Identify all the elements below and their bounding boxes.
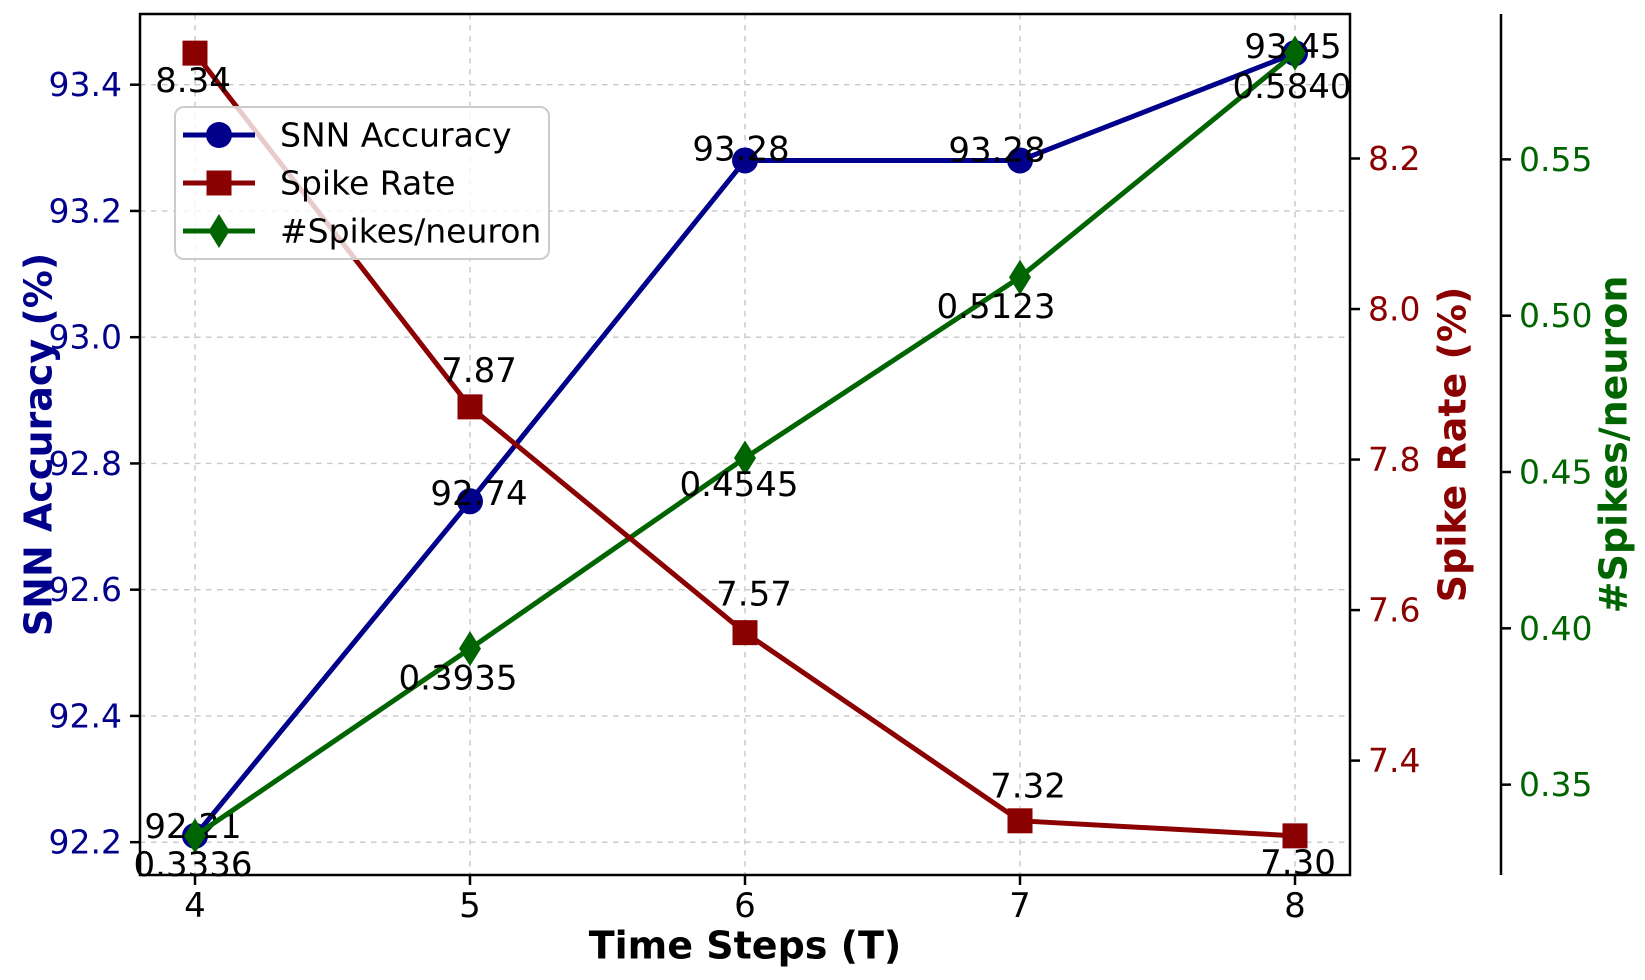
x-tick-label: 4 bbox=[184, 886, 206, 926]
x-axis-title: Time Steps (T) bbox=[589, 923, 902, 967]
point-label: 0.5840 bbox=[1233, 67, 1352, 107]
left-tick-label: 92.4 bbox=[49, 696, 122, 735]
data-point-marker-diamond bbox=[1009, 259, 1031, 295]
right1-tick-label: 8.0 bbox=[1368, 290, 1420, 329]
data-point-marker-circle bbox=[732, 147, 758, 174]
series--spikes-neuron: 0.3336 0.3935 0.4545 0.5123 0.5840 bbox=[134, 35, 1352, 885]
point-label: 8.34 bbox=[155, 61, 231, 101]
legend-item-label: #Spikes/neuron bbox=[280, 212, 541, 251]
legend-item-snn-accuracy: SNN Accuracy bbox=[183, 116, 511, 155]
legend-item-spike-rate: Spike Rate bbox=[183, 164, 455, 203]
data-point-marker-diamond bbox=[459, 631, 481, 667]
legend-diamond-marker-icon bbox=[208, 214, 230, 248]
point-label: 92.74 bbox=[430, 474, 527, 514]
point-label: 7.87 bbox=[441, 351, 517, 391]
right2-tick-label: 0.35 bbox=[1519, 765, 1592, 804]
point-label: 0.3336 bbox=[134, 845, 253, 885]
left-tick-label: 92.6 bbox=[49, 570, 122, 609]
data-point-marker-diamond bbox=[734, 440, 756, 476]
data-point-marker-square bbox=[182, 40, 208, 66]
point-label: 0.5123 bbox=[937, 287, 1056, 327]
point-label: 93.28 bbox=[692, 129, 789, 169]
data-point-marker-diamond bbox=[184, 818, 206, 854]
data-point-marker-circle bbox=[457, 488, 483, 515]
left-tick-label: 93.0 bbox=[49, 318, 122, 357]
data-point-marker-diamond bbox=[1284, 35, 1306, 71]
legend-circle-marker-icon bbox=[206, 122, 232, 148]
data-point-marker-square bbox=[732, 620, 758, 646]
point-label: 7.57 bbox=[716, 575, 792, 615]
tick-marks bbox=[130, 83, 1511, 885]
legend-item--spikes-neuron: #Spikes/neuron bbox=[183, 212, 541, 251]
right2-tick-label: 0.45 bbox=[1519, 453, 1592, 492]
right1-tick-label: 8.2 bbox=[1368, 139, 1420, 178]
x-tick-label: 8 bbox=[1284, 886, 1306, 926]
right2-tick-label: 0.50 bbox=[1519, 296, 1592, 335]
legend-item-label: SNN Accuracy bbox=[280, 116, 511, 155]
right2-axis-title: #Spikes/neuron bbox=[1591, 276, 1635, 614]
point-label: 7.30 bbox=[1260, 843, 1336, 883]
right1-tick-label: 7.4 bbox=[1368, 741, 1420, 780]
legend-square-marker-icon bbox=[206, 170, 232, 196]
point-label: 93.28 bbox=[948, 130, 1045, 170]
data-point-marker-square bbox=[1282, 823, 1308, 849]
left-tick-label: 93.4 bbox=[49, 65, 122, 104]
x-tick-label: 5 bbox=[459, 886, 481, 926]
right1-axis-title: Spike Rate (%) bbox=[1430, 287, 1474, 603]
left-tick-label: 92.8 bbox=[49, 444, 122, 483]
left-tick-label: 93.2 bbox=[49, 191, 122, 230]
x-tick-label: 6 bbox=[734, 886, 756, 926]
right2-tick-label: 0.40 bbox=[1519, 609, 1592, 648]
data-point-marker-square bbox=[457, 394, 483, 420]
data-point-marker-circle bbox=[1007, 147, 1033, 174]
legend-item-label: Spike Rate bbox=[280, 164, 455, 203]
point-label: 7.32 bbox=[990, 767, 1066, 807]
right2-tick-label: 0.55 bbox=[1519, 140, 1592, 179]
left-tick-label: 92.2 bbox=[49, 823, 122, 862]
point-label: 0.4545 bbox=[680, 465, 799, 505]
x-tick-label: 7 bbox=[1009, 886, 1031, 926]
right1-tick-label: 7.6 bbox=[1368, 591, 1420, 630]
legend: SNN Accuracy Spike Rate #Spikes/neuron bbox=[174, 106, 550, 260]
left-axis-title: SNN Accuracy (%) bbox=[16, 253, 60, 636]
point-label: 0.3935 bbox=[399, 659, 518, 699]
data-point-marker-square bbox=[1007, 808, 1033, 834]
legend-box bbox=[174, 106, 550, 260]
right1-tick-label: 7.8 bbox=[1368, 440, 1420, 479]
